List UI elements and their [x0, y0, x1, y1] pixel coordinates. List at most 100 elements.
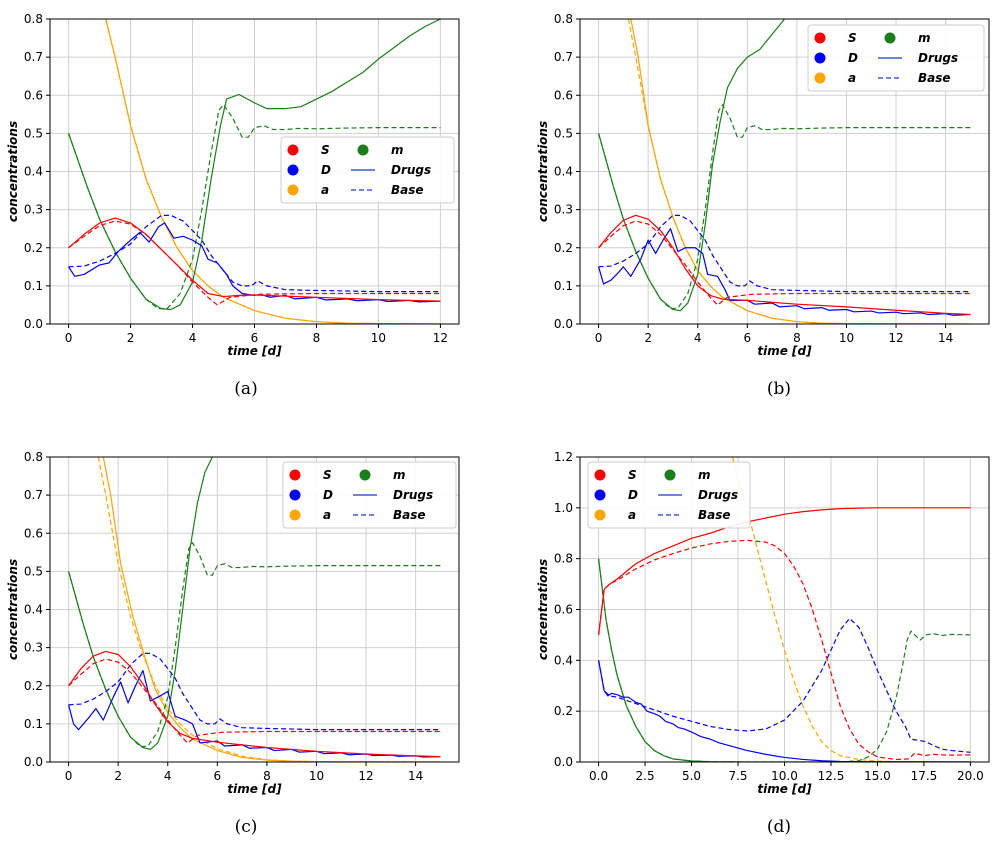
y-tick-label: 0.0 — [24, 755, 43, 769]
y-tick-label: 0.4 — [554, 653, 573, 667]
x-tick-label: 2 — [114, 769, 122, 783]
legend-marker-S — [594, 469, 606, 481]
y-tick-label: 0.8 — [24, 12, 43, 26]
legend-marker-D — [287, 164, 299, 176]
series-line-m-drugs — [597, 558, 971, 762]
series-line-D-drugs — [598, 228, 971, 316]
y-tick-label: 0.3 — [554, 203, 573, 217]
legend-label-D: D — [848, 51, 858, 65]
x-tick-label: 6 — [213, 769, 221, 783]
legend-marker-S — [289, 469, 301, 481]
legend-label-drugs: Drugs — [698, 488, 738, 502]
y-axis-label: concentrations — [6, 121, 20, 222]
x-tick-label: 4 — [164, 769, 172, 783]
x-axis-label: time [d] — [757, 782, 812, 796]
series-line-m-base — [68, 104, 441, 310]
y-axis-label: concentrations — [6, 559, 20, 660]
y-tick-label: 0.4 — [24, 603, 43, 617]
x-tick-label: 0 — [65, 769, 73, 783]
y-tick-label: 0.0 — [554, 317, 573, 331]
chart-panel-b: 0 2 4 6 8 10 12 14 0.0 0.1 0.2 0.3 0.4 0.5 0.6 0.7 0.8 ti… — [536, 12, 990, 399]
x-tick-label: 14 — [938, 331, 953, 345]
x-tick-label: 12 — [433, 331, 448, 345]
x-tick-label: 7.5 — [728, 769, 747, 783]
legend-marker-S — [287, 144, 299, 156]
y-tick-label: 0.0 — [554, 755, 573, 769]
x-tick-label: 12.5 — [818, 769, 845, 783]
x-axis-label: time [d] — [227, 344, 282, 358]
subfigure-caption: (b) — [767, 379, 791, 399]
series-line-a-base — [731, 457, 971, 762]
series-line-S-drugs — [68, 217, 441, 302]
y-tick-label: 1.0 — [554, 501, 573, 515]
y-tick-label: 0.2 — [24, 679, 43, 693]
legend-marker-a — [287, 184, 299, 196]
x-tick-label: 2 — [127, 331, 135, 345]
x-tick-label: 15.0 — [864, 769, 891, 783]
legend-marker-D — [289, 489, 301, 501]
x-tick-label: 8 — [313, 331, 321, 345]
legend-label-D: D — [628, 488, 638, 502]
chart-panel-c: 0 2 4 6 8 10 12 14 0.0 0.1 0.2 0.3 0.4 0.5 0.6 0.7 0.8 ti… — [6, 450, 460, 837]
y-tick-label: 0.6 — [554, 603, 573, 617]
subfigure-caption: (c) — [235, 817, 258, 837]
y-tick-label: 0.4 — [24, 165, 43, 179]
plot-area — [68, 19, 441, 324]
x-tick-label: 6 — [251, 331, 259, 345]
legend-label-a: a — [321, 183, 329, 197]
legend-marker-a — [289, 509, 301, 521]
x-tick-label: 0.0 — [589, 769, 608, 783]
x-tick-label: 8 — [263, 769, 271, 783]
y-tick-label: 0.2 — [554, 241, 573, 255]
legend-label-base: Base — [918, 71, 951, 85]
y-tick-label: 0.1 — [24, 717, 43, 731]
series-line-S-base — [598, 220, 971, 306]
legend: SDa m Drugs Base — [587, 461, 751, 529]
y-tick-label: 0.2 — [24, 241, 43, 255]
series-line-D-base — [68, 652, 441, 731]
y-tick-label: 0.6 — [554, 88, 573, 102]
y-tick-label: 0.3 — [24, 203, 43, 217]
chart-panel-d: 0.0 2.5 5.0 7.5 10.0 12.5 15.0 17.5 20.0 0.0 0.2 0.… — [536, 450, 990, 837]
y-tick-label: 1.2 — [554, 450, 573, 464]
series-line-D-base — [68, 214, 441, 293]
y-tick-label: 0.6 — [24, 88, 43, 102]
legend-marker-a — [594, 509, 606, 521]
series-line-D-drugs — [597, 660, 971, 762]
y-tick-label: 0.8 — [24, 450, 43, 464]
legend-marker-a — [814, 72, 826, 84]
x-tick-label: 14 — [408, 769, 423, 783]
legend-label-S: S — [848, 31, 857, 45]
legend-label-m: m — [391, 143, 404, 157]
x-tick-label: 6 — [743, 331, 751, 345]
series-line-D-base — [598, 214, 971, 293]
series-line-a-base — [97, 457, 441, 762]
x-tick-label: 2.5 — [636, 769, 655, 783]
y-tick-label: 0.0 — [24, 317, 43, 331]
legend-label-m: m — [698, 468, 711, 482]
legend-label-base: Base — [698, 508, 731, 522]
legend-marker-m — [664, 469, 676, 481]
legend-marker-m — [357, 144, 369, 156]
x-tick-label: 10 — [309, 769, 324, 783]
y-tick-label: 0.8 — [554, 552, 573, 566]
legend-label-D: D — [323, 488, 333, 502]
legend-label-base: Base — [393, 508, 426, 522]
legend-marker-D — [594, 489, 606, 501]
x-tick-label: 10.0 — [771, 769, 798, 783]
legend-label-base: Base — [391, 183, 424, 197]
legend-marker-m — [359, 469, 371, 481]
series-line-D-drugs — [68, 669, 441, 758]
x-tick-label: 17.5 — [911, 769, 938, 783]
legend-label-D: D — [321, 163, 331, 177]
plot-area — [598, 19, 971, 324]
y-tick-label: 0.5 — [24, 564, 43, 578]
x-axis-label: time [d] — [757, 344, 812, 358]
legend-label-S: S — [628, 468, 637, 482]
legend: SDa m Drugs Base — [807, 24, 985, 92]
x-tick-label: 20.0 — [957, 769, 984, 783]
y-tick-label: 0.5 — [554, 126, 573, 140]
legend-marker-S — [814, 32, 826, 44]
series-line-m-base — [598, 104, 971, 310]
